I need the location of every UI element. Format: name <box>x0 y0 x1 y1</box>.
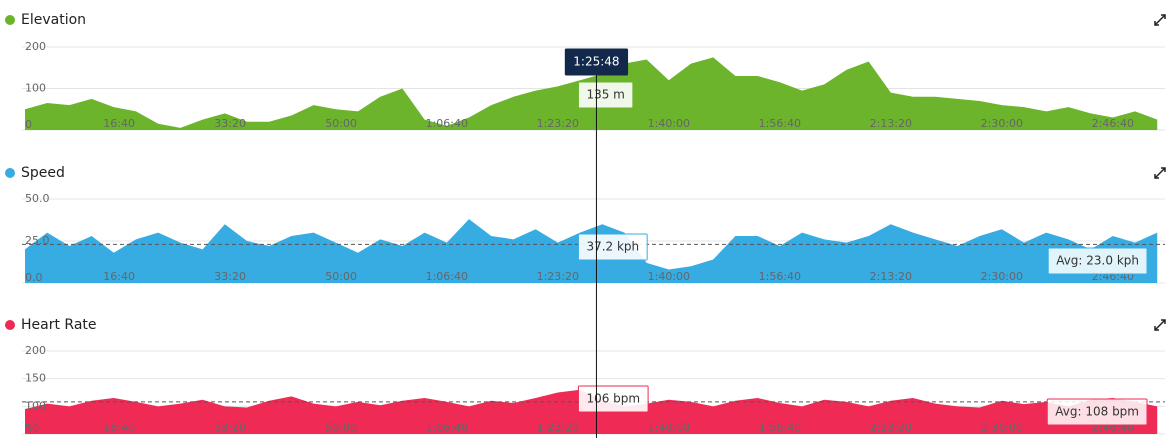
cursor-value-label-box <box>577 81 634 109</box>
y-tick-label: 0 <box>25 118 32 131</box>
x-tick-label: 1:56:40 <box>759 421 801 434</box>
x-tick-label: 2:13:20 <box>870 421 912 434</box>
x-tick-label: 16:40 <box>103 270 135 283</box>
x-tick-label: 2:30:00 <box>981 270 1023 283</box>
chart-title: Heart Rate <box>21 317 97 333</box>
expand-icon[interactable] <box>1154 319 1166 331</box>
cursor-value-label: 37.2 kph <box>577 233 648 261</box>
legend-dot <box>5 168 15 178</box>
x-tick-label: 33:20 <box>214 270 246 283</box>
x-tick-label: 50:00 <box>325 270 357 283</box>
y-tick-label: 150 <box>25 372 46 385</box>
x-tick-label: 1:06:40 <box>426 117 468 130</box>
x-tick-label: 50:00 <box>325 117 357 130</box>
expand-icon[interactable] <box>1154 14 1166 26</box>
cursor-time-label: 1:25:48 <box>564 48 629 76</box>
y-tick-label: 100 <box>25 399 46 412</box>
cursor-value-label: 135 m <box>577 81 634 109</box>
x-tick-label: 1:06:40 <box>426 270 468 283</box>
average-label: Avg: 23.0 kph <box>1047 247 1148 275</box>
y-tick-label: 50.0 <box>25 192 50 205</box>
cursor-time-label-text: 1:25:48 <box>573 55 619 69</box>
y-tick-label: 200 <box>25 344 46 357</box>
x-tick-label: 1:40:00 <box>648 270 690 283</box>
x-tick-label: 1:23:20 <box>537 270 579 283</box>
y-tick-label: 50 <box>25 422 39 435</box>
y-tick-label: 200 <box>25 40 46 53</box>
average-label-text: Avg: 108 bpm <box>1055 405 1139 419</box>
average-label: Avg: 108 bpm <box>1046 398 1148 426</box>
expand-icon[interactable] <box>1154 167 1166 179</box>
cursor-value-label: 106 bpm <box>577 385 649 413</box>
y-tick-label: 100 <box>25 82 46 95</box>
x-tick-label: 16:40 <box>103 421 135 434</box>
y-tick-label: 25.0 <box>25 234 50 247</box>
x-tick-label: 1:23:20 <box>537 117 579 130</box>
x-tick-label: 1:56:40 <box>759 117 801 130</box>
x-tick-label: 1:40:00 <box>648 117 690 130</box>
chart-title: Speed <box>21 165 65 181</box>
x-tick-label: 2:13:20 <box>870 117 912 130</box>
cursor-value-label-text: 135 m <box>586 88 624 102</box>
legend-dot <box>5 320 15 330</box>
x-tick-label: 33:20 <box>214 421 246 434</box>
x-tick-label: 1:06:40 <box>426 421 468 434</box>
cursor-value-label-box <box>577 385 649 413</box>
x-tick-label: 1:40:00 <box>648 421 690 434</box>
x-tick-label: 1:23:20 <box>537 421 579 434</box>
cursor-time-label-box <box>564 48 629 76</box>
x-tick-label: 2:30:00 <box>981 117 1023 130</box>
x-tick-label: 2:46:40 <box>1092 117 1134 130</box>
x-tick-label: 33:20 <box>214 117 246 130</box>
x-tick-label: 50:00 <box>325 421 357 434</box>
average-label-box <box>1047 247 1148 275</box>
x-tick-label: 2:30:00 <box>981 421 1023 434</box>
average-label-box <box>1046 398 1148 426</box>
x-tick-label: 1:56:40 <box>759 270 801 283</box>
cursor-value-label-box <box>577 233 648 261</box>
x-tick-label: 2:13:20 <box>870 270 912 283</box>
chart-title: Elevation <box>21 12 86 28</box>
cursor-value-label-text: 106 bpm <box>586 392 640 406</box>
legend-dot <box>5 15 15 25</box>
y-tick-label: 0.0 <box>25 271 43 284</box>
cursor-value-label-text: 37.2 kph <box>586 240 639 254</box>
average-label-text: Avg: 23.0 kph <box>1056 254 1139 268</box>
x-tick-label: 16:40 <box>103 117 135 130</box>
